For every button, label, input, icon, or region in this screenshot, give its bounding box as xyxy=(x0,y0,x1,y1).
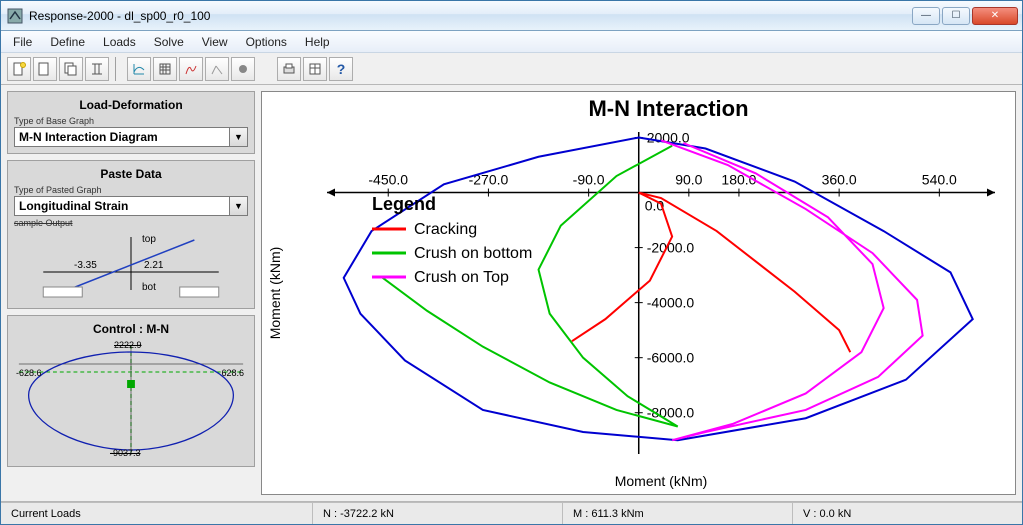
svg-text:180.0: 180.0 xyxy=(721,172,756,188)
svg-text:90.0: 90.0 xyxy=(675,172,702,188)
sample-output-label: sample Output xyxy=(14,218,248,228)
status-v: V : 0.0 kN xyxy=(793,503,1022,524)
menu-loads[interactable]: Loads xyxy=(95,33,144,51)
pasted-graph-value[interactable] xyxy=(15,197,229,215)
mn-interaction-chart: M-N Interaction-450.0-270.0-90.00.090.01… xyxy=(262,92,1015,494)
control-title: Control : M-N xyxy=(14,322,248,336)
menu-view[interactable]: View xyxy=(194,33,236,51)
pasted-graph-label: Type of Pasted Graph xyxy=(14,185,248,195)
toolbar-grid-icon[interactable] xyxy=(153,57,177,81)
maximize-button[interactable]: ☐ xyxy=(942,7,970,25)
close-button[interactable]: ✕ xyxy=(972,7,1018,25)
sample-top: top xyxy=(142,234,156,245)
toolbar-curve-icon[interactable] xyxy=(179,57,203,81)
menu-bar: File Define Loads Solve View Options Hel… xyxy=(1,31,1022,53)
svg-text:-90.0: -90.0 xyxy=(573,172,605,188)
svg-text:Crush on bottom: Crush on bottom xyxy=(414,245,532,262)
chevron-down-icon[interactable]: ▼ xyxy=(229,197,247,215)
menu-options[interactable]: Options xyxy=(238,33,295,51)
status-label: Current Loads xyxy=(1,503,313,524)
svg-text:-6000.0: -6000.0 xyxy=(647,350,695,366)
paste-data-title: Paste Data xyxy=(14,167,248,181)
toolbar-section-icon[interactable] xyxy=(85,57,109,81)
work-area: Load-Deformation Type of Base Graph ▼ Pa… xyxy=(1,85,1022,502)
control-plot: 2222.9 -628.6 628.6 -9037.3 xyxy=(14,340,248,460)
menu-solve[interactable]: Solve xyxy=(146,33,192,51)
toolbar-new-icon[interactable] xyxy=(7,57,31,81)
app-icon xyxy=(7,8,23,24)
menu-help[interactable]: Help xyxy=(297,33,338,51)
title-bar: Response-2000 - dl_sp00_r0_100 — ☐ ✕ xyxy=(1,1,1022,31)
window-title: Response-2000 - dl_sp00_r0_100 xyxy=(29,9,912,23)
minimize-button[interactable]: — xyxy=(912,7,940,25)
svg-text:Cracking: Cracking xyxy=(414,221,477,238)
control-left: -628.6 xyxy=(16,368,42,378)
sample-right: 2.21 xyxy=(144,260,163,271)
toolbar-dot-icon[interactable] xyxy=(231,57,255,81)
toolbar: ? xyxy=(1,53,1022,85)
svg-text:M-N Interaction: M-N Interaction xyxy=(588,96,748,121)
control-panel: Control : M-N 2222.9 -628.6 628.6 -9037.… xyxy=(7,315,255,467)
control-top: 2222.9 xyxy=(114,340,142,350)
toolbar-print-icon[interactable] xyxy=(277,57,301,81)
status-bar: Current Loads N : -3722.2 kN M : 611.3 k… xyxy=(1,502,1022,524)
svg-text:Moment (kNm): Moment (kNm) xyxy=(615,473,708,489)
side-panel: Load-Deformation Type of Base Graph ▼ Pa… xyxy=(1,85,261,501)
svg-text:Crush on Top: Crush on Top xyxy=(414,269,509,286)
sample-left: -3.35 xyxy=(74,260,97,271)
toolbar-copy-icon[interactable] xyxy=(59,57,83,81)
menu-define[interactable]: Define xyxy=(42,33,93,51)
status-n: N : -3722.2 kN xyxy=(313,503,563,524)
chevron-down-icon[interactable]: ▼ xyxy=(229,128,247,146)
toolbar-table-icon[interactable] xyxy=(303,57,327,81)
svg-text:540.0: 540.0 xyxy=(922,172,957,188)
sample-bot: bot xyxy=(142,282,156,293)
status-m: M : 611.3 kNm xyxy=(563,503,793,524)
sample-plot: top bot -3.35 2.21 xyxy=(14,232,248,302)
toolbar-open-icon[interactable] xyxy=(33,57,57,81)
svg-text:-270.0: -270.0 xyxy=(469,172,509,188)
load-deformation-panel: Load-Deformation Type of Base Graph ▼ xyxy=(7,91,255,154)
paste-data-panel: Paste Data Type of Pasted Graph ▼ sample… xyxy=(7,160,255,309)
toolbar-help-icon[interactable]: ? xyxy=(329,57,353,81)
toolbar-plot-icon[interactable] xyxy=(127,57,151,81)
main-chart-panel: M-N Interaction-450.0-270.0-90.00.090.01… xyxy=(261,91,1016,495)
pasted-graph-dropdown[interactable]: ▼ xyxy=(14,196,248,216)
load-deformation-title: Load-Deformation xyxy=(14,98,248,112)
base-graph-dropdown[interactable]: ▼ xyxy=(14,127,248,147)
menu-file[interactable]: File xyxy=(5,33,40,51)
svg-text:Moment (kNm): Moment (kNm) xyxy=(267,247,283,340)
base-graph-label: Type of Base Graph xyxy=(14,116,248,126)
svg-text:-4000.0: -4000.0 xyxy=(647,295,695,311)
svg-text:360.0: 360.0 xyxy=(822,172,857,188)
base-graph-value[interactable] xyxy=(15,128,229,146)
control-right: 628.6 xyxy=(221,368,244,378)
svg-text:-2000.0: -2000.0 xyxy=(647,240,695,256)
control-bottom: -9037.3 xyxy=(110,448,141,458)
svg-text:-450.0: -450.0 xyxy=(368,172,408,188)
window-controls: — ☐ ✕ xyxy=(912,7,1018,25)
toolbar-pan-icon[interactable] xyxy=(205,57,229,81)
svg-text:Legend: Legend xyxy=(372,194,436,214)
